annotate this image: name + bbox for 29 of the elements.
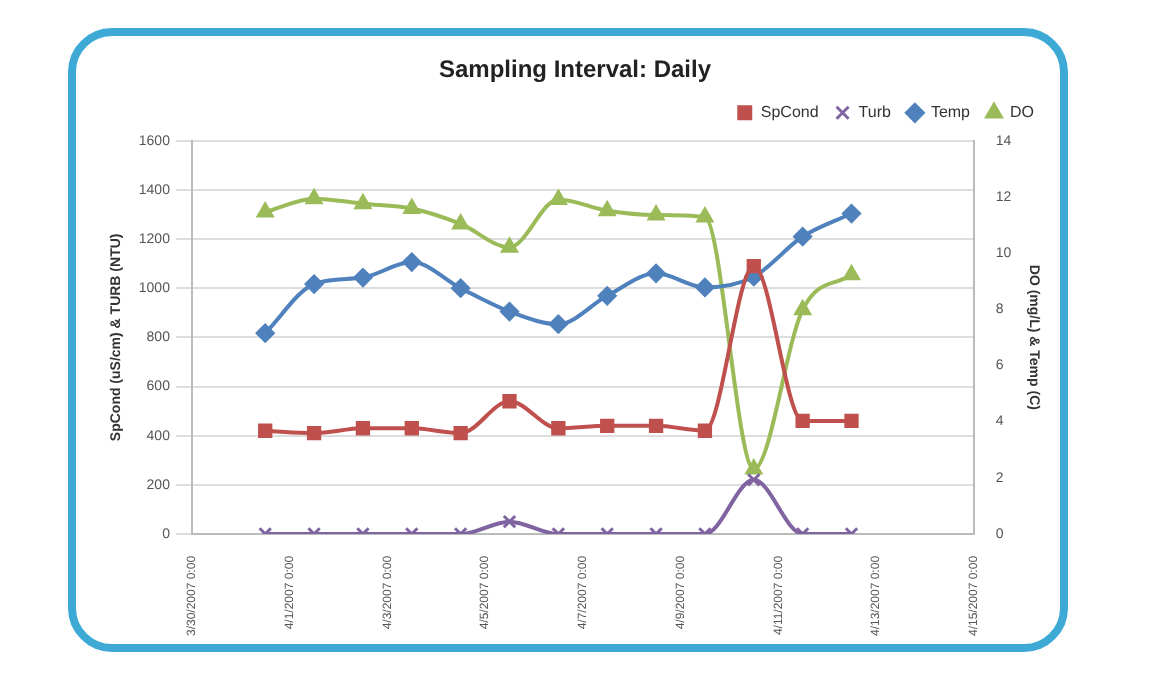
- point: [793, 227, 813, 247]
- legend-label: SpCond: [760, 103, 819, 122]
- point: [597, 286, 617, 306]
- point: [500, 302, 519, 322]
- point: [354, 194, 372, 210]
- point: [353, 268, 373, 288]
- point: [403, 198, 421, 214]
- point: [304, 274, 324, 294]
- point: [598, 201, 616, 217]
- point: [843, 265, 860, 281]
- point: [548, 314, 568, 334]
- legend-label: Temp: [930, 103, 972, 122]
- point: [695, 277, 715, 297]
- point: [647, 205, 665, 221]
- chart-title: Sampling Interval: Daily: [438, 55, 712, 84]
- legend-label: DO: [1010, 103, 1034, 122]
- point: [305, 189, 323, 205]
- point: [452, 214, 470, 230]
- point: [549, 189, 567, 205]
- point: [841, 204, 861, 224]
- point: [402, 252, 422, 272]
- point: [696, 207, 714, 223]
- point: [794, 300, 812, 316]
- point: [256, 202, 274, 218]
- point: [451, 278, 471, 298]
- point: [646, 263, 666, 283]
- legend-label: Turb: [858, 103, 892, 122]
- point: [255, 323, 275, 343]
- point: [501, 237, 518, 253]
